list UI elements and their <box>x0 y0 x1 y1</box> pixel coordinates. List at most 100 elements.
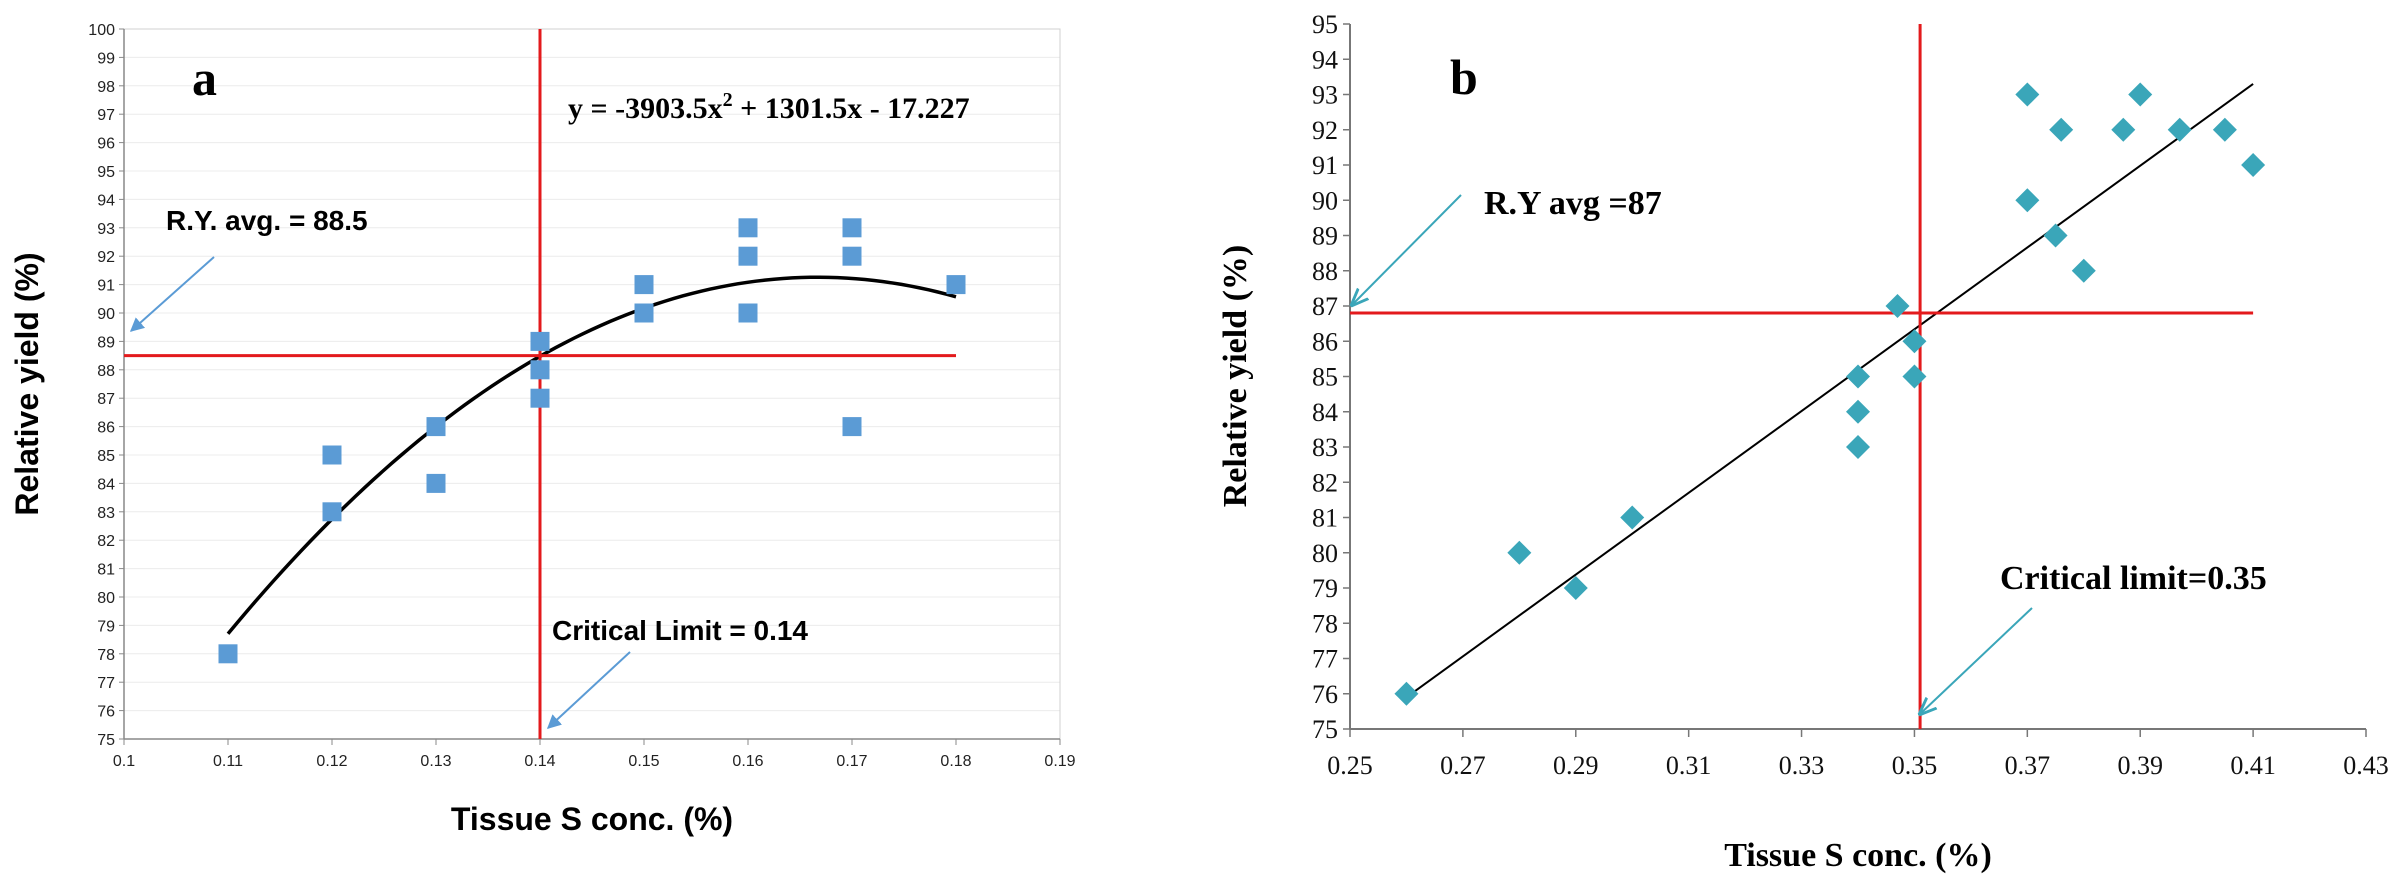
panel-a-y-axis-title: Relative yield (%) <box>9 252 45 515</box>
panel-a-data-point <box>426 417 446 437</box>
panel-a-y-tick-label: 80 <box>97 590 115 607</box>
panel-a-y-tick-label: 75 <box>97 732 115 749</box>
panel-a-critical-annotation: Critical Limit = 0.14 <box>552 615 808 646</box>
panel-b-x-tick-label: 0.43 <box>2343 751 2389 780</box>
panel-a-data-point <box>530 388 550 408</box>
panel-a-x-tick-label: 0.14 <box>524 753 555 770</box>
panel-a-equation: y = -3903.5x2 + 1301.5x - 17.227 <box>568 89 970 125</box>
panel-b-y-tick-label: 82 <box>1312 468 1338 497</box>
panel-a-y-tick-label: 94 <box>97 192 115 209</box>
panel-a-y-tick-label: 86 <box>97 420 115 437</box>
panel-b-x-tick-label: 0.29 <box>1553 751 1599 780</box>
panel-b-x-tick-label: 0.39 <box>2117 751 2163 780</box>
panel-a-y-tick-label: 95 <box>97 164 115 181</box>
panel-a-y-tick-label: 83 <box>97 505 115 522</box>
panel-b-critical-arrow <box>1920 607 2033 714</box>
panel-b-y-tick-label: 89 <box>1312 222 1338 251</box>
panel-a-data-point <box>426 473 446 493</box>
panel-a-y-tick-label: 85 <box>97 448 115 465</box>
panel-a-y-tick-label: 99 <box>97 50 115 67</box>
panel-b-y-axis-title: Relative yield (%) <box>1217 245 1254 508</box>
panel-b-y-tick-label: 77 <box>1312 645 1338 674</box>
panel-a: 75 76 77 78 79 80 81 82 83 84 85 86 87 88 89 90 91 92 93 94… <box>9 22 1076 837</box>
panel-a-gridlines <box>124 28 1060 740</box>
panel-a-label: a <box>192 50 217 106</box>
panel-b-y-tick-label: 76 <box>1312 680 1338 709</box>
panel-a-y-tick-label: 79 <box>97 618 115 635</box>
panel-b-data-point <box>1620 505 1645 530</box>
panel-a-x-tick-label: 0.18 <box>940 753 971 770</box>
panel-b-y-tick-label: 88 <box>1312 257 1338 286</box>
panel-b-data-point <box>1846 435 1870 459</box>
panel-b-data-point <box>1394 681 1419 706</box>
panel-b-x-tick-label: 0.37 <box>2005 751 2051 780</box>
panel-b-x-axis-title: Tissue S conc. (%) <box>1724 837 1992 874</box>
panel-b-x-tick-label: 0.31 <box>1666 751 1712 780</box>
panel-b-data-point <box>2071 258 2096 283</box>
panel-b-y-tick-label: 87 <box>1312 292 1338 321</box>
panel-b-y-tick-label: 90 <box>1312 186 1338 215</box>
panel-a-points <box>218 218 966 664</box>
panel-b-data-point <box>2111 117 2136 142</box>
panel-b-ry-arrow <box>1352 194 1462 305</box>
panel-a-y-tick-label: 81 <box>97 562 115 579</box>
panel-a-data-point <box>322 445 342 465</box>
panel-b-y-ticks: 75 76 77 78 79 80 81 82 83 84 85 86 87 88 89 90 91 92 93 94… <box>1312 10 1350 744</box>
panel-b-y-tick-label: 78 <box>1312 609 1338 638</box>
panel-a-y-tick-label: 98 <box>97 79 115 96</box>
panel-a-y-tick-label: 92 <box>97 249 115 266</box>
panel-b-data-point <box>2212 117 2237 142</box>
panel-b-data-point <box>2015 188 2040 213</box>
panel-b-label: b <box>1450 49 1478 105</box>
panel-b-x-tick-label: 0.35 <box>1892 751 1938 780</box>
panel-b-data-point <box>2128 82 2153 107</box>
panel-a-data-point <box>530 331 550 351</box>
panel-b-y-tick-label: 83 <box>1312 433 1338 462</box>
panel-b-data-point <box>2043 223 2068 248</box>
panel-a-y-tick-label: 77 <box>97 675 115 692</box>
panel-a-y-tick-label: 84 <box>97 476 115 493</box>
panel-b-y-tick-label: 95 <box>1312 10 1338 39</box>
panel-a-data-point <box>842 417 862 437</box>
panel-a-ry-arrow <box>129 256 215 332</box>
panel-b-x-tick-label: 0.41 <box>2230 751 2276 780</box>
panel-b-data-point <box>1902 329 1927 354</box>
panel-b-y-tick-label: 81 <box>1312 504 1338 533</box>
panel-a-x-tick-label: 0.16 <box>732 753 763 770</box>
panel-a-fit-curve <box>226 275 957 635</box>
panel-b-critical-annotation: Critical limit=0.35 <box>2000 560 2267 597</box>
panel-b-y-tick-label: 93 <box>1312 81 1338 110</box>
panel-b: 75 76 77 78 79 80 81 82 83 84 85 86 87 88 89 90 91 92 93 94… <box>1217 10 2389 874</box>
panel-a-y-tick-label: 76 <box>97 704 115 721</box>
panel-a-x-tick-label: 0.15 <box>628 753 659 770</box>
panel-b-y-tick-label: 86 <box>1312 327 1338 356</box>
panel-a-y-tick-label: 100 <box>88 22 115 39</box>
panel-a-x-tick-label: 0.13 <box>420 753 451 770</box>
panel-a-ry-annotation: R.Y. avg. = 88.5 <box>166 205 368 236</box>
panel-b-y-tick-label: 75 <box>1312 715 1338 744</box>
panel-a-y-tick-label: 90 <box>97 306 115 323</box>
panel-a-data-point <box>738 218 758 238</box>
panel-a-y-tick-label: 88 <box>97 363 115 380</box>
panel-a-data-point <box>842 218 862 238</box>
panel-a-y-tick-label: 96 <box>97 136 115 153</box>
panel-a-data-point <box>530 360 550 380</box>
panel-a-equation-tail: + 1301.5x - 17.227 <box>733 92 970 125</box>
panel-b-y-tick-label: 94 <box>1312 45 1338 74</box>
panel-a-x-tick-label: 0.1 <box>113 753 135 770</box>
panel-b-data-point <box>1885 294 1910 318</box>
panel-a-x-axis-title: Tissue S conc. (%) <box>451 801 733 837</box>
panel-b-data-point <box>2015 82 2040 107</box>
panel-a-x-tick-label: 0.19 <box>1044 753 1075 770</box>
panel-a-y-tick-label: 97 <box>97 107 115 124</box>
panel-b-data-point <box>2049 117 2074 142</box>
panel-a-x-ticks: 0.1 0.11 0.12 0.13 0.14 0.15 0.16 0.17 0.18 0.19 <box>113 739 1076 770</box>
panel-b-y-tick-label: 80 <box>1312 539 1338 568</box>
panel-b-data-point <box>1507 540 1532 565</box>
panel-a-y-tick-label: 89 <box>97 334 115 351</box>
panel-a-data-point <box>322 502 342 522</box>
panel-a-y-tick-label: 91 <box>97 278 115 295</box>
panel-b-data-point <box>2241 153 2266 177</box>
panel-b-x-tick-label: 0.33 <box>1779 751 1825 780</box>
panel-b-y-tick-label: 92 <box>1312 116 1338 145</box>
